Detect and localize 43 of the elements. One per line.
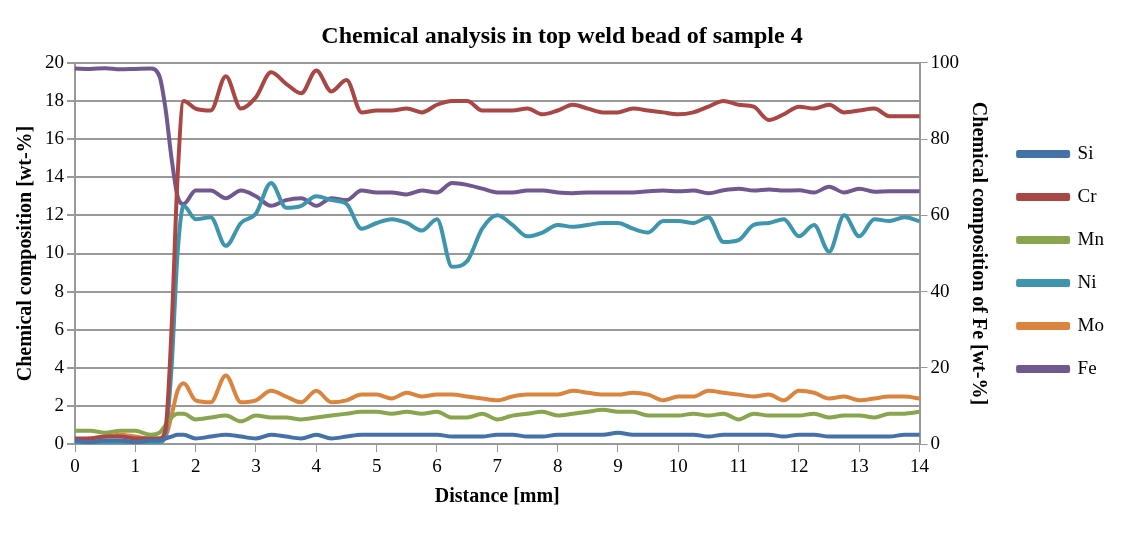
x-tick-label: 1 — [130, 454, 141, 476]
x-tick-label: 7 — [492, 454, 503, 476]
x-tick-label: 6 — [432, 454, 442, 476]
x-tick-label: 8 — [552, 454, 563, 476]
legend-label: Mn — [1077, 227, 1105, 249]
x-tick-label: 11 — [729, 454, 748, 476]
x-tick-label: 2 — [190, 454, 201, 476]
line-series — [75, 430, 920, 445]
y2-tick-label: 20 — [930, 355, 950, 377]
chart-title: Chemical analysis in top weld bead of sample 4 — [321, 21, 803, 48]
x-tick-label: 3 — [251, 454, 261, 476]
y-tick-label: 4 — [54, 355, 65, 377]
y-tick-label: 10 — [45, 241, 64, 263]
y-tick-label: 16 — [45, 127, 64, 149]
legend-label: Fe — [1077, 356, 1097, 378]
legend-label: Si — [1077, 141, 1094, 163]
y2-tick-label: 100 — [930, 50, 960, 72]
legend-label: Cr — [1077, 184, 1098, 206]
x-axis-title: Distance [mm] — [434, 484, 560, 507]
x-tick-label: 5 — [371, 454, 382, 476]
y2-axis-title: Chemical composition of Fe [wt-%] — [967, 101, 991, 406]
y-axis-title: Chemical composition [wt-%] — [13, 125, 37, 382]
y-tick-label: 6 — [54, 317, 64, 339]
y2-tick-label: 80 — [930, 127, 950, 149]
x-tick-label: 0 — [70, 454, 80, 476]
legend-label: Mo — [1077, 313, 1105, 335]
x-tick-label: 13 — [849, 454, 869, 476]
x-tick-label: 12 — [789, 454, 809, 476]
y-tick-label: 18 — [45, 88, 64, 110]
y-tick-label: 14 — [45, 165, 65, 187]
y-tick-label: 0 — [54, 432, 64, 454]
y-tick-label: 20 — [45, 50, 64, 72]
x-tick-label: 14 — [910, 454, 930, 476]
x-tick-label: 9 — [613, 454, 623, 476]
y2-tick-label: 40 — [930, 279, 950, 301]
y-tick-label: 8 — [54, 279, 64, 301]
y-tick-label: 2 — [54, 394, 64, 416]
y2-tick-label: 60 — [930, 203, 950, 225]
y2-tick-label: 0 — [930, 432, 941, 454]
legend-label: Ni — [1077, 270, 1097, 292]
y-tick-label: 12 — [45, 203, 64, 225]
x-tick-label: 4 — [311, 454, 322, 476]
x-tick-label: 10 — [668, 454, 688, 476]
